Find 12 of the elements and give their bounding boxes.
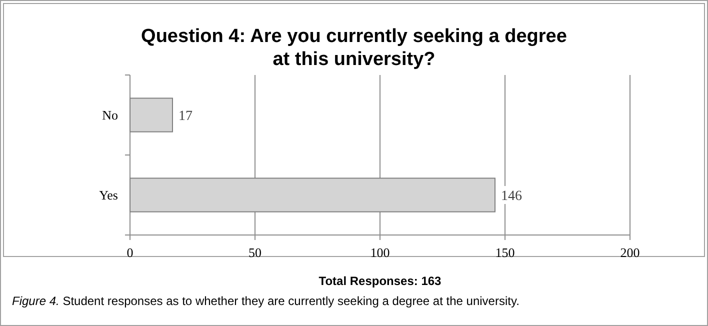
caption: Figure 4. Student responses as to whether they are currently seeking a degree at the university. — [12, 294, 520, 308]
data-label: 146 — [501, 188, 522, 204]
chart-title: Question 4: Are you currently seeking a degree at this university? — [141, 26, 567, 70]
y-tick-label: No — [102, 108, 118, 123]
x-tick-label: 100 — [370, 245, 390, 260]
x-tick-label: 50 — [248, 245, 262, 260]
x-axis-title: Total Responses: 163 — [318, 274, 442, 288]
x-tick-label: 150 — [495, 245, 515, 260]
data-label: 17 — [178, 108, 192, 124]
x-tick-label: 200 — [620, 245, 640, 260]
y-tick-label: Yes — [99, 188, 118, 203]
x-tick-label: 0 — [126, 245, 134, 260]
